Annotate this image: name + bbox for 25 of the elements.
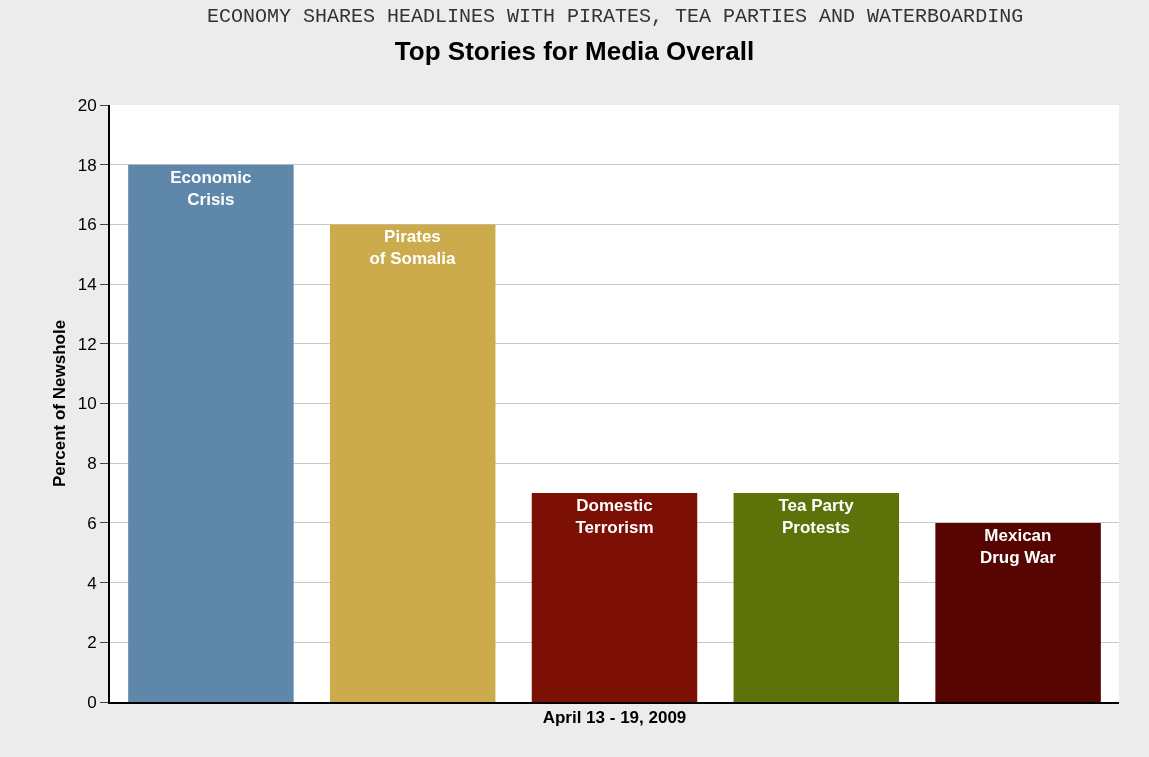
text: ECONOMY SHARES HEADLINES WITH PIRATES, TEA PARTIES AND WATERBOARDING: [207, 5, 1024, 28]
y-tick-label: 10: [77, 394, 97, 414]
x-axis-title: April 13 - 19, 2009: [542, 707, 687, 727]
bar: [329, 224, 496, 702]
bar: [733, 493, 900, 702]
chart-title: Top Stories for Media Overall: [394, 35, 755, 66]
y-tick-label: 2: [87, 633, 97, 653]
y-tick-label: 12: [77, 334, 97, 354]
y-tick-label: 14: [77, 275, 97, 295]
x-tick-label: Domestic Terrorism: [575, 496, 654, 538]
x-tick-label: Mexican Drug War: [979, 525, 1057, 567]
bar: [128, 164, 294, 702]
y-tick-label: 18: [77, 155, 97, 175]
y-tick-label: 4: [87, 573, 97, 593]
y-axis-title: Percent of Newshole: [50, 319, 69, 488]
y-tick-label: 8: [87, 454, 97, 474]
y-tick-label: 20: [77, 95, 97, 115]
y-tick-label: 0: [87, 692, 97, 712]
x-tick-label: Economic Crisis: [170, 167, 252, 209]
x-tick-label: Pirates of Somalia: [369, 227, 456, 269]
y-tick-label: 16: [77, 215, 97, 235]
x-tick-label: Tea Party Protests: [778, 496, 855, 538]
y-tick-label: 6: [87, 513, 97, 533]
bar: [935, 522, 1101, 702]
bar: [531, 493, 698, 702]
